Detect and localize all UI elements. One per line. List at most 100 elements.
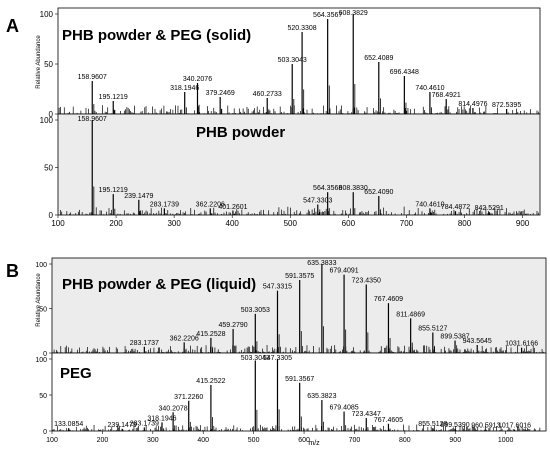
peak-label: 591.3567 [285, 376, 314, 383]
spectrum-title: PHB powder & PEG (solid) [62, 27, 251, 44]
peak-label: 362.2206 [196, 201, 225, 208]
y-tick-label: 100 [40, 10, 54, 19]
peak-label: 814.4976 [458, 101, 487, 108]
peak-label: 943.5645 [463, 338, 492, 345]
spectrum-title: PHB powder [196, 124, 285, 141]
peak-label: 340.2076 [183, 76, 212, 83]
peak-label: 283.1739 [150, 201, 179, 208]
peak-label: 362.2206 [170, 335, 199, 342]
peak-label: 679.4085 [329, 405, 358, 412]
x-tick-label: 800 [399, 437, 411, 444]
y-tick-label: 0 [49, 211, 54, 220]
spectrum-title: PEG [60, 365, 92, 382]
x-tick-label: 800 [458, 219, 472, 228]
peak-label: 767.4605 [374, 417, 403, 424]
peak-label: 547.3303 [303, 198, 332, 205]
peak-label: 239.1479 [124, 193, 153, 200]
peak-label: 652.4090 [364, 189, 393, 196]
spectra-plots: 0 50 100 158.9607 195.1219 318.1946 340.2076 37… [35, 7, 547, 444]
peak-label: 1031.6166 [505, 341, 538, 348]
peak-label: 768.4921 [432, 92, 461, 99]
x-tick-label: 700 [349, 437, 361, 444]
x-tick-label: 200 [97, 437, 109, 444]
peak-label: 503.3053 [241, 307, 270, 314]
spectrum-title: PHB powder & PEG (liquid) [62, 276, 256, 293]
y-tick-label: 100 [40, 116, 54, 125]
plot-frame [51, 257, 547, 354]
x-tick-label: 500 [284, 219, 298, 228]
peak-label: 283.1737 [130, 340, 159, 347]
x-tick-label: 1000 [498, 437, 514, 444]
peak-label: 679.4091 [329, 268, 358, 275]
peak-label: 503.3043 [278, 57, 307, 64]
peak-label: 318.1946 [170, 85, 199, 92]
y-tick-label: 50 [39, 307, 47, 314]
plot-frame [57, 7, 541, 115]
peak-label: 401.2601 [218, 204, 247, 211]
peak-label: 158.9607 [78, 74, 107, 81]
peak-label: 899.5390 [440, 422, 469, 429]
peak-label: 283.1739 [130, 420, 159, 427]
x-tick-label: 900 [449, 437, 461, 444]
peak-label: 195.1219 [99, 94, 128, 101]
peak-label: 608.3829 [339, 10, 368, 17]
y-tick-label: 50 [44, 164, 53, 173]
peak-label: 547.3315 [263, 284, 292, 291]
x-tick-label: 200 [109, 219, 123, 228]
peak-label: 371.2260 [174, 394, 203, 401]
peak-label: 635.3833 [307, 260, 336, 267]
peak-label: 784.4872 [441, 204, 470, 211]
x-tick-label: 100 [46, 437, 58, 444]
peak-label: 842.5291 [475, 205, 504, 212]
x-tick-label: 600 [298, 437, 310, 444]
peak-label: 564.3567 [313, 12, 342, 19]
peak-label: 723.4350 [352, 277, 381, 284]
peak-label: 855.5127 [418, 326, 447, 333]
x-tick-label: 700 [400, 219, 414, 228]
panel-label-b: B [6, 261, 19, 281]
x-tick-label: 500 [248, 437, 260, 444]
x-tick-label: 300 [147, 437, 159, 444]
y-axis-label-a1: Relative Abundance [36, 35, 42, 89]
peak-label: 318.1946 [147, 415, 176, 422]
plot-frame [57, 113, 541, 216]
y-axis-label-b1: Relative Abundance [36, 273, 42, 327]
y-tick-label: 50 [39, 393, 47, 400]
peak-label: 591.3575 [285, 273, 314, 280]
peak-label: 415.2528 [196, 331, 225, 338]
peak-label: 960.5913 [471, 423, 500, 430]
plot-frame [51, 352, 547, 432]
peak-label: 635.3823 [307, 393, 336, 400]
peak-label: 740.4610 [415, 85, 444, 92]
peak-label: 520.3308 [287, 25, 316, 32]
y-tick-label: 50 [44, 60, 53, 69]
x-axis-label-b: m/z [308, 440, 320, 447]
peak-label: 899.5387 [440, 334, 469, 341]
peak-label: 547.3305 [263, 355, 292, 362]
panel-label-a: A [6, 16, 19, 36]
peak-label: 1017.6016 [498, 423, 531, 430]
peak-label: 740.4610 [415, 201, 444, 208]
peak-label: 608.3830 [339, 185, 368, 192]
peak-label: 158.9607 [78, 116, 107, 123]
x-tick-label: 100 [51, 219, 65, 228]
y-tick-label: 100 [35, 262, 47, 269]
peak-label: 855.5128 [418, 421, 447, 428]
peak-label: 503.3043 [241, 355, 270, 362]
peak-label: 379.2469 [206, 90, 235, 97]
peak-label: 652.4089 [364, 55, 393, 62]
chart-panel-1: 0 50 100 100 200 300 400 500 600 700 800 900 158.960… [40, 113, 541, 228]
peak-label: 723.4347 [352, 411, 381, 418]
chart-panel-0: 0 50 100 158.9607 195.1219 318.1946 340.2076 37… [40, 7, 541, 119]
peak-label: 460.2733 [253, 91, 282, 98]
peak-label: 696.4348 [390, 69, 419, 76]
peak-label: 564.3568 [313, 185, 342, 192]
x-tick-label: 900 [516, 219, 530, 228]
y-tick-label: 0 [49, 110, 54, 119]
peak-label: 340.2078 [158, 405, 187, 412]
y-tick-label: 100 [35, 357, 47, 364]
peak-label: 811.4869 [396, 311, 425, 318]
peak-label: 459.2790 [219, 322, 248, 329]
